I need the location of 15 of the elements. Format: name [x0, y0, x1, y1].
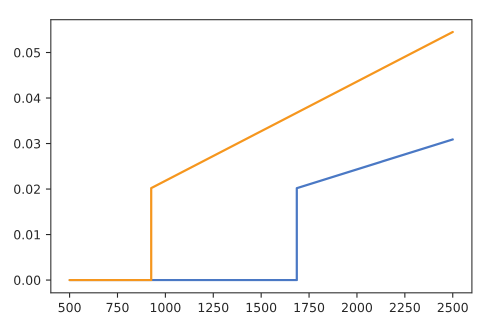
x-tick-label: 500 — [58, 302, 81, 312]
y-tick-label: 0.04 — [14, 93, 40, 103]
y-tick-label: 0.00 — [14, 276, 40, 285]
y-tick-label: 0.01 — [14, 230, 40, 240]
y-tick-label: 0.02 — [14, 184, 40, 194]
x-tick-label: 750 — [106, 302, 129, 312]
x-tick-label: 1250 — [198, 302, 228, 312]
x-tick-label: 2250 — [390, 302, 420, 312]
x-tick-label: 2500 — [438, 302, 468, 312]
x-tick-label: 1500 — [246, 302, 276, 312]
y-tick-label: 0.05 — [14, 48, 40, 58]
y-tick-label: 0.03 — [14, 139, 40, 148]
x-tick-label: 2000 — [342, 302, 372, 312]
x-tick-label: 1000 — [150, 302, 180, 312]
x-tick-label: 1750 — [294, 302, 324, 312]
